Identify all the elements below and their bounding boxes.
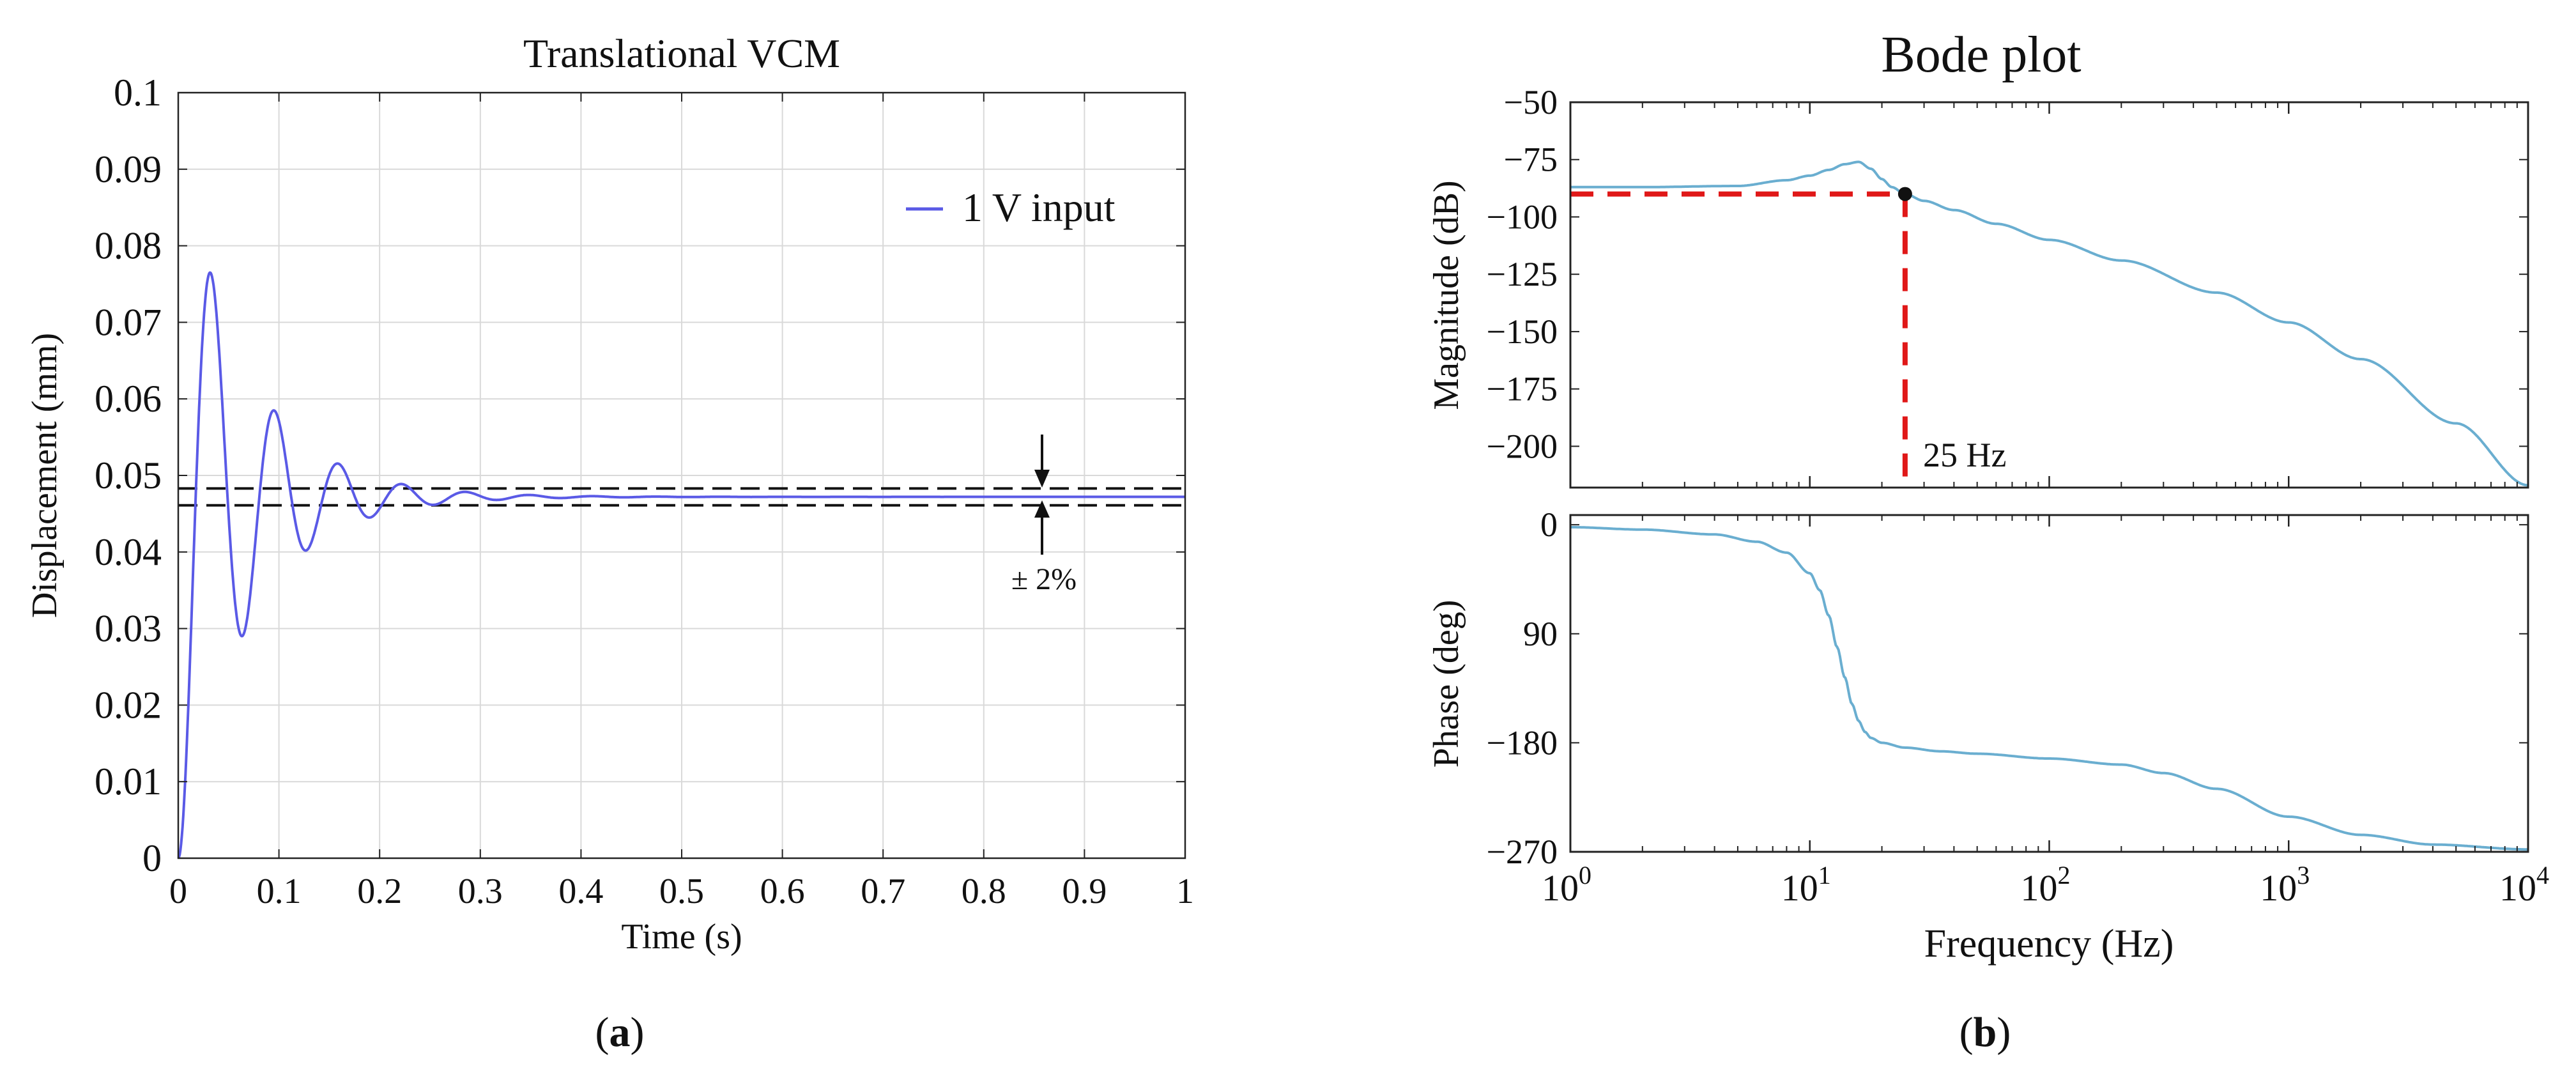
tolerance-arrow-up-head	[1034, 500, 1050, 518]
magnitude-y-tick-label: −50	[1504, 83, 1558, 121]
panel-b-label: (b)	[1959, 1009, 2011, 1056]
bode-chart: Bode plot −50 −75 −100 −125 −150 −175 −200 Mag…	[1427, 27, 2549, 966]
step-x-tick-label: 0.8	[962, 872, 1006, 911]
magnitude-marker-label: 25 Hz	[1923, 436, 2006, 474]
magnitude-y-tick-label: −75	[1504, 141, 1558, 179]
magnitude-y-tick-label: −100	[1487, 197, 1558, 236]
phase-y-tick-label: 90	[1523, 615, 1558, 653]
bode-magnitude-subplot: −50 −75 −100 −125 −150 −175 −200 Magnitude (dB…	[1427, 83, 2529, 489]
bode-x-axis-label: Frequency (Hz)	[1924, 922, 2174, 966]
phase-series-line	[1570, 526, 2528, 851]
step-x-tick-label: 0.4	[558, 872, 603, 911]
magnitude-y-tick-label: −200	[1487, 427, 1558, 465]
phase-plot-area	[1570, 515, 2528, 852]
step-x-tick-label: 0.3	[458, 872, 503, 911]
bode-x-tick-label: 104	[2499, 861, 2549, 909]
step-y-ticks: 0 0.01 0.02 0.03 0.04 0.05 0.06 0.07 0.08 0.09 0.1	[95, 72, 1185, 879]
step-y-tick-label: 0.05	[95, 454, 162, 497]
bode-x-tick-label: 102	[2021, 861, 2071, 909]
bode-phase-subplot: 0 90 −180 −270 100 101 102 103 104 Phase (deg)	[1427, 505, 2549, 909]
step-y-tick-label: 0.03	[95, 608, 162, 650]
step-legend-label: 1 V input	[962, 185, 1116, 230]
bode-x-tick-label: 100	[1542, 861, 1591, 909]
step-chart-title: Translational VCM	[523, 31, 840, 76]
magnitude-y-axis-label: Magnitude (dB)	[1427, 180, 1466, 410]
step-grid	[178, 93, 1185, 858]
step-y-axis-label: Displacement (mm)	[25, 333, 65, 618]
phase-y-tick-label: 0	[1540, 505, 1558, 544]
step-x-tick-label: 0.5	[659, 872, 704, 911]
step-x-tick-label: 0.2	[357, 872, 402, 911]
phase-y-axis-label: Phase (deg)	[1427, 600, 1466, 768]
step-y-tick-label: 0	[142, 837, 162, 879]
step-x-tick-label: 0	[169, 872, 187, 911]
step-y-tick-label: 0.1	[114, 72, 162, 114]
tolerance-annotation: ± 2%	[1011, 435, 1077, 596]
phase-y-tick-label: −270	[1487, 833, 1558, 871]
magnitude-y-ticks: −50 −75 −100 −125 −150 −175 −200	[1487, 83, 2528, 465]
step-x-tick-label: 0.7	[861, 872, 905, 911]
step-y-tick-label: 0.04	[95, 531, 162, 573]
step-y-tick-label: 0.07	[95, 301, 162, 343]
step-legend: 1 V input	[906, 185, 1116, 230]
tolerance-label: ± 2%	[1011, 562, 1077, 596]
step-x-axis-label: Time (s)	[621, 917, 742, 957]
magnitude-plot-area	[1570, 102, 2528, 488]
magnitude-marker-point	[1897, 187, 1912, 201]
magnitude-y-tick-label: −125	[1487, 255, 1558, 293]
step-y-tick-label: 0.08	[95, 225, 162, 267]
step-x-tick-label: 0.9	[1062, 872, 1107, 911]
step-y-tick-label: 0.01	[95, 760, 162, 803]
tolerance-arrow-down-head	[1034, 470, 1050, 488]
step-y-tick-label: 0.09	[95, 148, 162, 190]
magnitude-series-line	[1570, 160, 2529, 487]
bode-x-tick-label: 103	[2260, 861, 2310, 909]
phase-x-ticks: 100 101 102 103 104	[1542, 515, 2549, 909]
magnitude-y-tick-label: −150	[1487, 312, 1558, 351]
step-x-tick-label: 1	[1176, 872, 1194, 911]
step-x-ticks: 0 0.1 0.2 0.3 0.4 0.5 0.6 0.7 0.8 0.9 1	[169, 93, 1194, 911]
phase-y-tick-label: −180	[1487, 723, 1558, 762]
step-response-chart: 0 0.1 0.2 0.3 0.4 0.5 0.6 0.7 0.8 0.9 1 00.010.020…	[25, 31, 1194, 957]
step-y-tick-label: 0.06	[95, 378, 162, 420]
bode-x-tick-label: 101	[1781, 861, 1831, 909]
step-series-line-1v-input	[177, 271, 1186, 859]
bode-chart-title: Bode plot	[1881, 27, 2081, 83]
magnitude-y-tick-label: −175	[1487, 370, 1558, 408]
magnitude-x-ticks	[1569, 102, 2529, 488]
phase-y-ticks: 0 90 −180 −270	[1487, 505, 2528, 871]
panel-a-label: (a)	[595, 1009, 645, 1056]
step-x-tick-label: 0.1	[257, 872, 302, 911]
step-x-tick-label: 0.6	[760, 872, 805, 911]
step-y-tick-label: 0.02	[95, 684, 162, 726]
